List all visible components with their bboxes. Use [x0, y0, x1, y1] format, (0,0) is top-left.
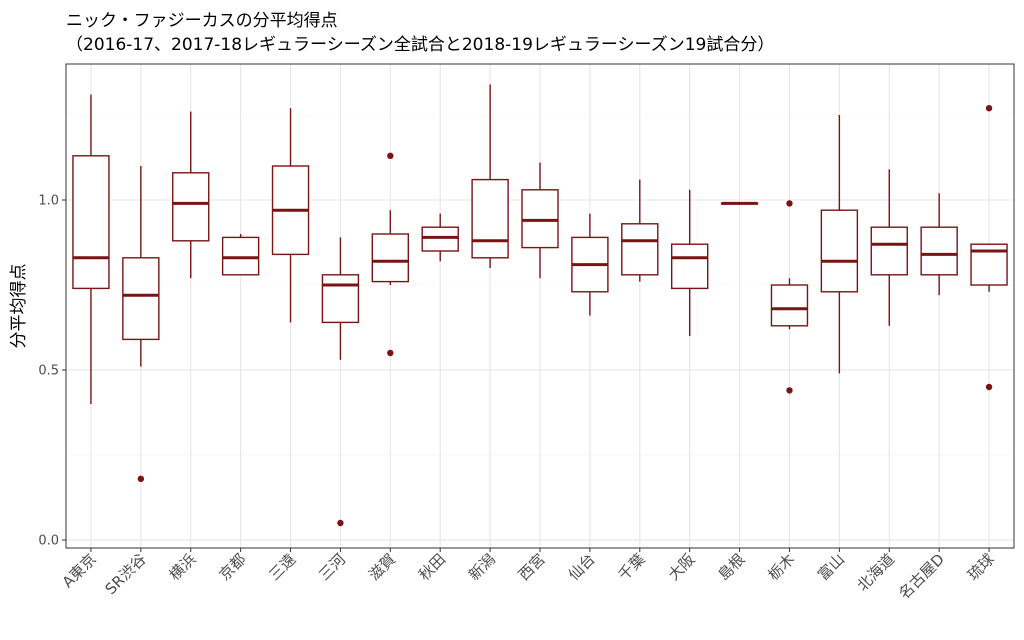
box-rect — [72, 155, 110, 290]
outlier-point — [985, 105, 993, 112]
outlier-point — [985, 383, 993, 391]
box-rect — [920, 226, 958, 276]
x-tick-label: 新潟 — [465, 550, 499, 584]
box-11 — [571, 213, 609, 316]
x-tick-label: A東京 — [59, 550, 100, 591]
outlier-point — [137, 475, 145, 482]
box-10 — [521, 162, 559, 279]
box-15 — [770, 200, 809, 394]
x-tick-label: 北海道 — [854, 550, 899, 595]
box-rect — [221, 236, 260, 276]
box-rect — [770, 284, 809, 327]
box-18 — [920, 193, 958, 296]
outlier-point — [337, 519, 344, 527]
x-tick-label: 富山 — [814, 550, 848, 584]
x-tick-label: SR渋谷 — [102, 550, 150, 598]
x-tick-label: 横浜 — [166, 550, 200, 584]
y-tick-label: 1.0 — [38, 194, 59, 209]
box-rect — [321, 274, 360, 324]
box-rect — [870, 226, 908, 276]
box-9 — [471, 84, 509, 268]
x-tick-label: 島根 — [714, 550, 748, 584]
box-rect — [172, 172, 210, 242]
y-tick-label: 0.5 — [38, 364, 59, 379]
x-tick-label: 滋賀 — [365, 550, 399, 584]
box-2 — [122, 166, 160, 482]
chart-subtitle: （2016-17、2017-18レギュラーシーズン全試合と2018-19レギュラ… — [66, 35, 775, 55]
box-rect — [371, 233, 410, 283]
outlier-point — [387, 349, 394, 357]
box-1 — [72, 94, 110, 404]
x-tick-label: 千葉 — [615, 550, 649, 584]
x-axis: A東京 SR渋谷 横浜 京都 三遠 三河 滋賀 秋田 新潟 西宮 仙台 千葉 大阪 島根 栃木 富山 北海道名古… — [59, 548, 998, 603]
grid-lines — [66, 64, 1014, 548]
y-axis-label: 分平均得点 — [9, 264, 29, 349]
box-7 — [371, 152, 410, 357]
box-17 — [870, 169, 908, 326]
x-tick-label: 西宮 — [515, 550, 549, 584]
y-tick-label: 0.0 — [38, 534, 59, 549]
x-tick-label: 三遠 — [265, 550, 299, 584]
x-tick-label: 大阪 — [665, 550, 699, 584]
box-series — [72, 84, 1008, 527]
outlier-point — [387, 152, 394, 159]
outlier-point — [786, 200, 793, 207]
box-16 — [820, 115, 859, 374]
box-12 — [621, 179, 659, 282]
box-rect — [471, 178, 509, 259]
x-tick-label: 琉球 — [964, 550, 998, 584]
y-axis: 0.0 0.5 1.0 — [38, 194, 66, 549]
x-tick-label: 栃木 — [764, 550, 798, 584]
box-rect — [670, 243, 709, 290]
x-tick-label: 京都 — [216, 550, 250, 584]
box-rect — [521, 189, 559, 249]
box-rect — [421, 226, 459, 252]
chart-title: ニック・ファジーカスの分平均得点 — [66, 11, 338, 31]
box-5 — [271, 108, 310, 323]
box-8 — [421, 213, 459, 262]
x-tick-label: 秋田 — [415, 550, 449, 584]
box-6 — [321, 237, 360, 527]
x-tick-label: 名古屋D — [895, 550, 948, 603]
x-tick-label: 仙台 — [565, 550, 599, 584]
box-4 — [221, 234, 260, 276]
box-19 — [970, 105, 1008, 391]
outlier-point — [786, 387, 793, 394]
box-rect — [122, 257, 160, 341]
box-rect — [820, 209, 859, 293]
box-14 — [720, 201, 759, 205]
box-rect — [621, 223, 659, 276]
box-13 — [670, 189, 709, 336]
box-3 — [172, 111, 210, 279]
x-tick-label: 三河 — [315, 550, 349, 584]
